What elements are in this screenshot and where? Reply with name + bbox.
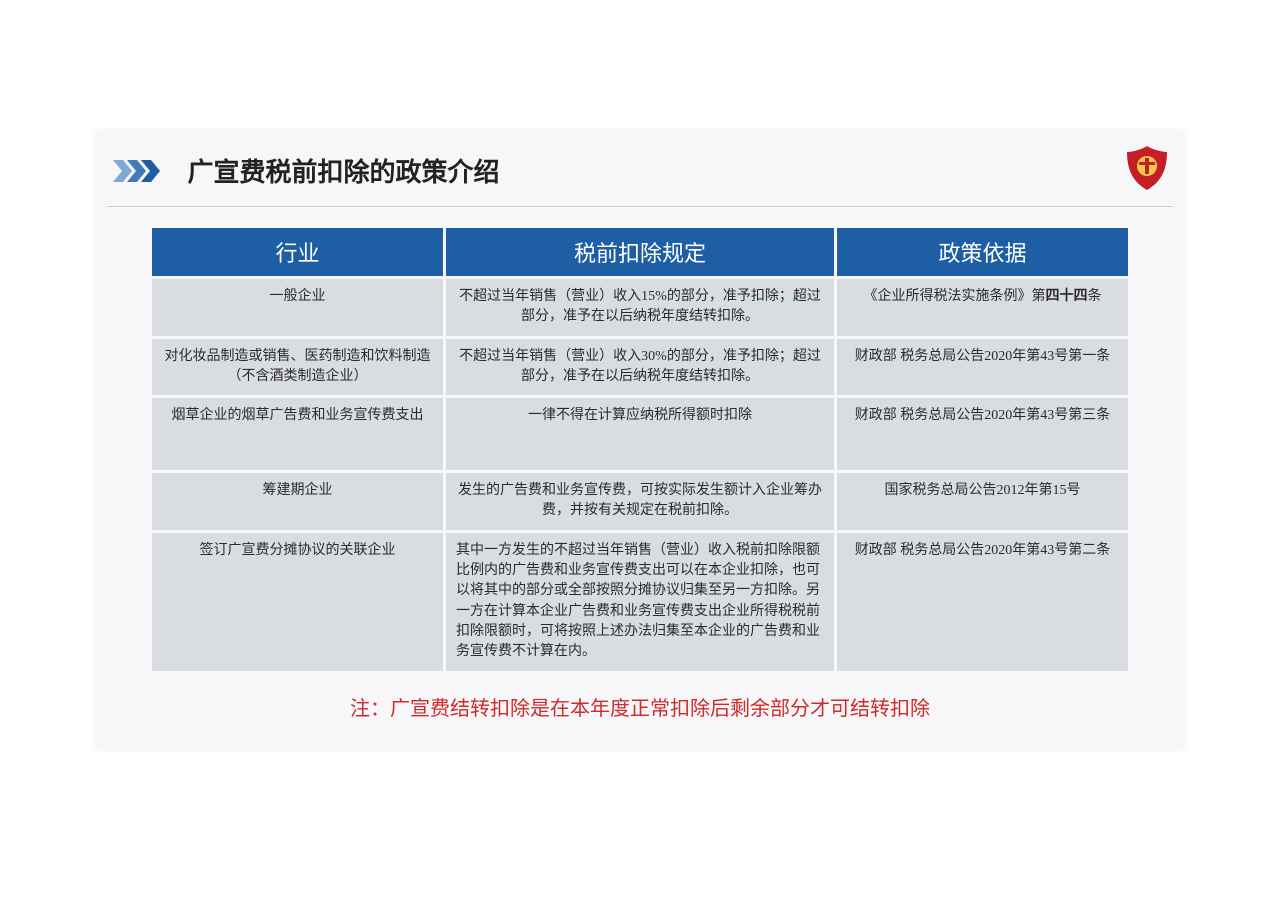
table-row: 筹建期企业 发生的广告费和业务宣传费，可按实际发生额计入企业筹办费，并按有关规定… bbox=[152, 473, 1128, 530]
slide: 广宣费税前扣除的政策介绍 行业 税前扣除规定 政策依据 bbox=[95, 130, 1185, 750]
policy-table-wrap: 行业 税前扣除规定 政策依据 一般企业 不超过当年销售（营业）收入15%的部分，… bbox=[149, 225, 1131, 674]
cell-basis: 财政部 税务总局公告2020年第43号第二条 bbox=[837, 533, 1128, 671]
cell-basis: 《企业所得税法实施条例》第四十四条 bbox=[837, 279, 1128, 336]
table-row: 烟草企业的烟草广告费和业务宣传费支出 一律不得在计算应纳税所得额时扣除 财政部 … bbox=[152, 398, 1128, 470]
cell-industry: 烟草企业的烟草广告费和业务宣传费支出 bbox=[152, 398, 443, 470]
page-title: 广宣费税前扣除的政策介绍 bbox=[187, 152, 499, 189]
cell-industry: 一般企业 bbox=[152, 279, 443, 336]
footnote: 注：广宣费结转扣除是在本年度正常扣除后剩余部分才可结转扣除 bbox=[95, 692, 1185, 721]
tax-logo-icon bbox=[1123, 144, 1171, 192]
cell-basis: 财政部 税务总局公告2020年第43号第一条 bbox=[837, 339, 1128, 396]
cell-rule: 其中一方发生的不超过当年销售（营业）收入税前扣除限额比例内的广告费和业务宣传费支… bbox=[446, 533, 834, 671]
chevron-icon bbox=[113, 160, 171, 182]
cell-rule: 发生的广告费和业务宣传费，可按实际发生额计入企业筹办费，并按有关规定在税前扣除。 bbox=[446, 473, 834, 530]
table-header-row: 行业 税前扣除规定 政策依据 bbox=[152, 228, 1128, 276]
cell-industry: 签订广宣费分摊协议的关联企业 bbox=[152, 533, 443, 671]
cell-rule: 不超过当年销售（营业）收入30%的部分，准予扣除；超过部分，准予在以后纳税年度结… bbox=[446, 339, 834, 396]
table-row: 一般企业 不超过当年销售（营业）收入15%的部分，准予扣除；超过部分，准予在以后… bbox=[152, 279, 1128, 336]
table-row: 对化妆品制造或销售、医药制造和饮料制造（不含酒类制造企业） 不超过当年销售（营业… bbox=[152, 339, 1128, 396]
col-header-rule: 税前扣除规定 bbox=[446, 228, 834, 276]
col-header-basis: 政策依据 bbox=[837, 228, 1128, 276]
col-header-industry: 行业 bbox=[152, 228, 443, 276]
policy-table: 行业 税前扣除规定 政策依据 一般企业 不超过当年销售（营业）收入15%的部分，… bbox=[149, 225, 1131, 674]
cell-basis: 财政部 税务总局公告2020年第43号第三条 bbox=[837, 398, 1128, 470]
cell-industry: 筹建期企业 bbox=[152, 473, 443, 530]
cell-rule: 不超过当年销售（营业）收入15%的部分，准予扣除；超过部分，准予在以后纳税年度结… bbox=[446, 279, 834, 336]
cell-rule: 一律不得在计算应纳税所得额时扣除 bbox=[446, 398, 834, 470]
header: 广宣费税前扣除的政策介绍 bbox=[95, 130, 1185, 202]
table-row: 签订广宣费分摊协议的关联企业 其中一方发生的不超过当年销售（营业）收入税前扣除限… bbox=[152, 533, 1128, 671]
cell-basis: 国家税务总局公告2012年第15号 bbox=[837, 473, 1128, 530]
cell-industry: 对化妆品制造或销售、医药制造和饮料制造（不含酒类制造企业） bbox=[152, 339, 443, 396]
header-divider bbox=[107, 206, 1173, 207]
